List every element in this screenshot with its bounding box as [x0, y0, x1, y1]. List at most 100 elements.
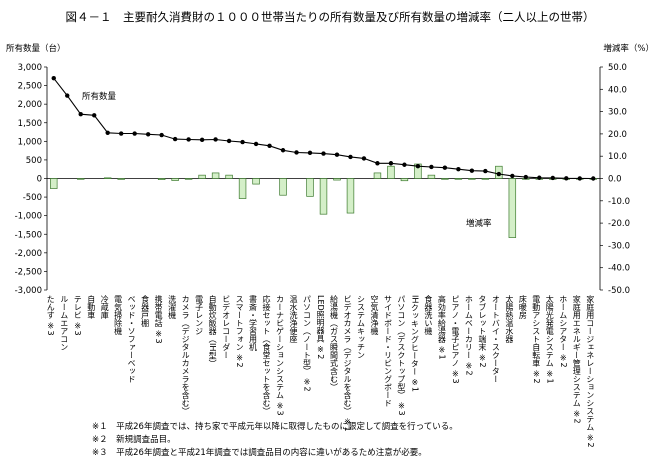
owned-quantity-line — [51, 75, 596, 181]
owned-quantity-point — [402, 162, 407, 167]
owned-quantity-point — [51, 75, 56, 81]
change-rate-bar — [171, 178, 179, 181]
change-rate-bar — [333, 178, 341, 181]
category-labels: たんす ※3 ルームエアコン テレビ ※3 自動車 冷蔵庫 電気掃除機 ベッド・ソファーベッ… — [46, 294, 595, 448]
owned-quantity-point — [172, 136, 178, 142]
category-label: タブレット端末 ※2 — [478, 295, 487, 368]
owned-quantity-point — [240, 139, 245, 145]
left-tick-label: -500 — [23, 193, 42, 203]
right-tick-label: -20.0 — [608, 219, 630, 229]
owned-quantity-point — [415, 164, 421, 169]
owned-quantity-point — [577, 176, 582, 181]
left-tick-label: -2,000 — [15, 249, 42, 259]
category-label: ピアノ・電子ピアノ ※3 — [451, 295, 460, 384]
owned-quantity-point — [226, 138, 232, 144]
change-rate-bar — [198, 174, 206, 179]
change-rate-bar — [238, 178, 247, 199]
left-tick-label: 1,000 — [18, 137, 42, 147]
change-rate-bar — [117, 178, 125, 180]
category-label: 床暖房 — [518, 294, 527, 320]
owned-quantity-point — [321, 151, 326, 156]
category-label: パソコン（デスクトップ型） ※3 — [397, 295, 406, 416]
owned-quantity-point — [65, 93, 70, 98]
line-series-label: 所有数量 — [82, 91, 117, 102]
left-tick-label: -1,000 — [15, 212, 42, 222]
left-tick-label: 2,500 — [18, 82, 42, 92]
category-label: 電動アシスト自転車 ※2 — [532, 295, 541, 384]
category-label: システムキッチン — [356, 295, 365, 359]
category-label: 温水洗浄便座 — [289, 295, 298, 344]
change-rate-bar — [454, 178, 463, 180]
category-label: 携帯電話 ※3 — [154, 294, 163, 344]
change-rate-bar — [252, 178, 260, 185]
category-label: 給湯機（ガス瞬間式含む） — [329, 294, 338, 391]
owned-quantity-point — [213, 137, 218, 142]
change-rate-bar — [387, 165, 395, 179]
right-axis-title: 増減率（%） — [603, 43, 654, 54]
right-tick-label: -10.0 — [608, 197, 630, 207]
change-rate-bar — [373, 172, 382, 179]
bar-series-label: 増減率 — [466, 218, 492, 229]
owned-quantity-point — [92, 113, 97, 118]
category-label: 家庭用コージェネレーションシステム ※2 — [586, 294, 595, 448]
change-rate-bar — [50, 178, 58, 189]
owned-quantity-point — [267, 143, 272, 148]
change-rate-bar — [306, 178, 314, 197]
owned-quantity-point — [483, 168, 488, 174]
change-rate-bar — [468, 178, 476, 180]
owned-quantity-point — [145, 132, 151, 137]
owned-quantity-point — [537, 175, 542, 180]
owned-quantity-point — [523, 174, 529, 180]
category-label: 書斎・学習用机 — [249, 294, 258, 352]
left-tick-label: 500 — [26, 156, 42, 166]
owned-quantity-point — [564, 176, 569, 181]
change-rate-bar — [76, 178, 85, 180]
category-label: ビデオカメラ（デジタルを含む） ※1 — [343, 295, 352, 432]
owned-quantity-point — [78, 112, 83, 117]
left-tick-label: -1,500 — [15, 230, 42, 240]
change-rate-bar — [103, 177, 112, 179]
category-label: ホームシアター ※2 — [559, 295, 568, 368]
category-label: 冷蔵庫 — [100, 294, 109, 320]
right-tick-label: 0.0 — [608, 175, 622, 185]
owned-quantity-point — [253, 141, 259, 147]
category-label: LED照明器具 ※2 — [316, 295, 325, 359]
right-tick-label: -50.0 — [608, 286, 630, 296]
category-label: テレビ ※3 — [73, 295, 82, 336]
change-rate-bar — [346, 178, 355, 214]
change-rate-bar — [414, 163, 422, 179]
owned-quantity-point — [307, 150, 313, 156]
category-label: 食器洗い機 — [424, 294, 433, 336]
category-label: 自動炊飯器（IH型） — [208, 294, 217, 367]
owned-quantity-point — [510, 173, 515, 179]
category-label: ホームベーカリー ※2 — [464, 295, 473, 376]
right-tick-label: 50.0 — [608, 63, 627, 73]
left-tick-label: 1,500 — [18, 119, 42, 129]
category-label: 電気掃除機 — [114, 295, 123, 336]
change-rate-bar — [184, 178, 193, 180]
owned-quantity-point — [132, 131, 137, 136]
owned-quantity-point — [348, 154, 353, 160]
owned-quantity-point — [118, 131, 124, 136]
owned-quantity-point — [280, 148, 286, 153]
category-label: 洗濯機 — [168, 294, 177, 320]
left-tick-label: -3,000 — [15, 286, 42, 296]
owned-quantity-point — [361, 156, 367, 161]
category-label: 太陽熱温水器 — [505, 294, 514, 344]
right-tick-label: -40.0 — [608, 264, 630, 274]
owned-quantity-path — [53, 77, 594, 180]
right-tick-label: 20.0 — [608, 130, 627, 140]
owned-quantity-point — [199, 137, 205, 143]
change-rate-bars — [50, 163, 597, 238]
category-label: たんす ※3 — [46, 295, 55, 336]
left-tick-label: -2,500 — [15, 267, 42, 277]
left-tick-label: 0 — [37, 175, 42, 185]
change-rate-bar — [279, 178, 287, 196]
left-axis-title: 所有数量（台） — [6, 43, 66, 54]
owned-quantity-point — [591, 176, 596, 181]
owned-quantity-point — [105, 130, 110, 135]
change-rate-bar — [157, 178, 166, 180]
change-rate-bar — [211, 172, 220, 179]
owned-quantity-point — [456, 167, 461, 172]
axes: 3,000 2,500 2,000 1,500 1,000 500 0 -500 -1,000 -… — [15, 63, 630, 296]
